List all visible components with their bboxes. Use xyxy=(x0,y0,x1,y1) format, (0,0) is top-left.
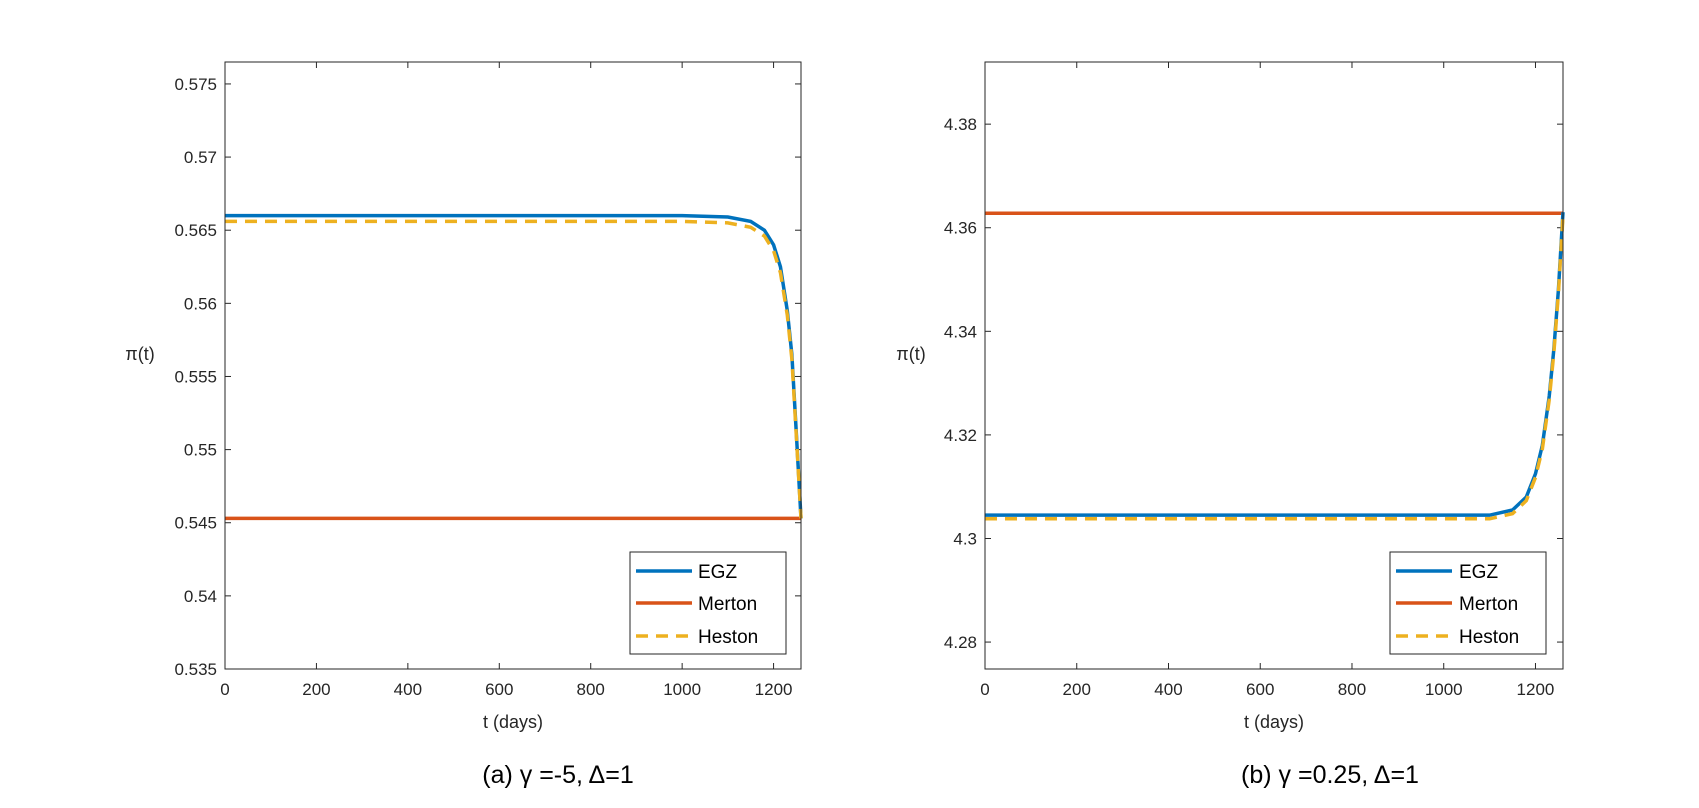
y-tick-label: 4.28 xyxy=(944,633,977,652)
legend-label-merton-b: Merton xyxy=(1459,594,1518,615)
y-tick-label: 0.555 xyxy=(174,367,217,386)
x-tick-label: 0 xyxy=(980,680,989,699)
x-tick-label: 800 xyxy=(1338,680,1366,699)
x-axis-label-b: t (days) xyxy=(1244,712,1304,732)
y-tick-label: 4.34 xyxy=(944,322,977,341)
legend-a: EGZ Merton Heston xyxy=(629,551,787,655)
legend-label-merton-a: Merton xyxy=(698,594,757,615)
y-axis-label-b: π(t) xyxy=(896,344,925,364)
y-axis-label-a: π(t) xyxy=(125,344,154,364)
series-line-heston-a xyxy=(225,219,803,519)
series-a xyxy=(225,213,803,521)
x-tick-label: 400 xyxy=(394,680,422,699)
y-tick-labels-a: 0.535 0.54 0.545 0.55 0.555 0.56 0.565 0… xyxy=(174,75,217,679)
y-tick-label: 4.3 xyxy=(953,529,977,548)
chart-b: 0 200 400 600 800 1000 1200 4.28 4.3 4.3… xyxy=(896,61,1565,789)
x-axis-label-a: t (days) xyxy=(483,712,543,732)
legend-label-heston-b: Heston xyxy=(1459,627,1519,648)
x-tick-label: 1200 xyxy=(755,680,793,699)
x-tick-label: 1200 xyxy=(1517,680,1555,699)
caption-a: (a) γ =-5, Δ=1 xyxy=(482,761,634,789)
legend-label-egz-b: EGZ xyxy=(1459,562,1498,583)
y-tick-label: 0.535 xyxy=(174,660,217,679)
y-tick-label: 0.575 xyxy=(174,75,217,94)
y-tick-label: 0.56 xyxy=(184,294,217,313)
y-tick-label: 0.565 xyxy=(174,221,217,240)
y-tick-label: 0.57 xyxy=(184,148,217,167)
legend-b: EGZ Merton Heston xyxy=(1389,551,1547,655)
x-tick-label: 200 xyxy=(302,680,330,699)
x-tick-label: 1000 xyxy=(663,680,701,699)
axes-box-b xyxy=(984,61,1564,670)
x-tick-label: 400 xyxy=(1154,680,1182,699)
chart-a: 0 200 400 600 800 1000 1200 0.535 0.54 0… xyxy=(125,61,803,789)
x-tick-label: 0 xyxy=(220,680,229,699)
y-tick-label: 0.54 xyxy=(184,587,217,606)
legend-label-heston-a: Heston xyxy=(698,627,758,648)
y-tick-label: 4.32 xyxy=(944,426,977,445)
y-tick-label: 4.38 xyxy=(944,115,977,134)
y-tick-label: 4.36 xyxy=(944,219,977,238)
axes-box-a xyxy=(224,61,802,670)
series-line-heston-b xyxy=(985,215,1565,521)
x-tick-label: 200 xyxy=(1063,680,1091,699)
x-tick-label: 600 xyxy=(1246,680,1274,699)
x-tick-label: 1000 xyxy=(1425,680,1463,699)
caption-b: (b) γ =0.25, Δ=1 xyxy=(1241,761,1419,789)
x-tick-labels-a: 0 200 400 600 800 1000 1200 xyxy=(220,680,792,699)
legend-label-egz-a: EGZ xyxy=(698,562,737,583)
x-tick-label: 600 xyxy=(485,680,513,699)
y-tick-label: 0.545 xyxy=(174,514,217,533)
y-tick-labels-b: 4.28 4.3 4.32 4.34 4.36 4.38 xyxy=(944,115,977,652)
y-tick-label: 0.55 xyxy=(184,441,217,460)
x-tick-labels-b: 0 200 400 600 800 1000 1200 xyxy=(980,680,1554,699)
series-b xyxy=(985,211,1565,521)
x-tick-label: 800 xyxy=(577,680,605,699)
series-line-egz-a xyxy=(225,213,803,519)
